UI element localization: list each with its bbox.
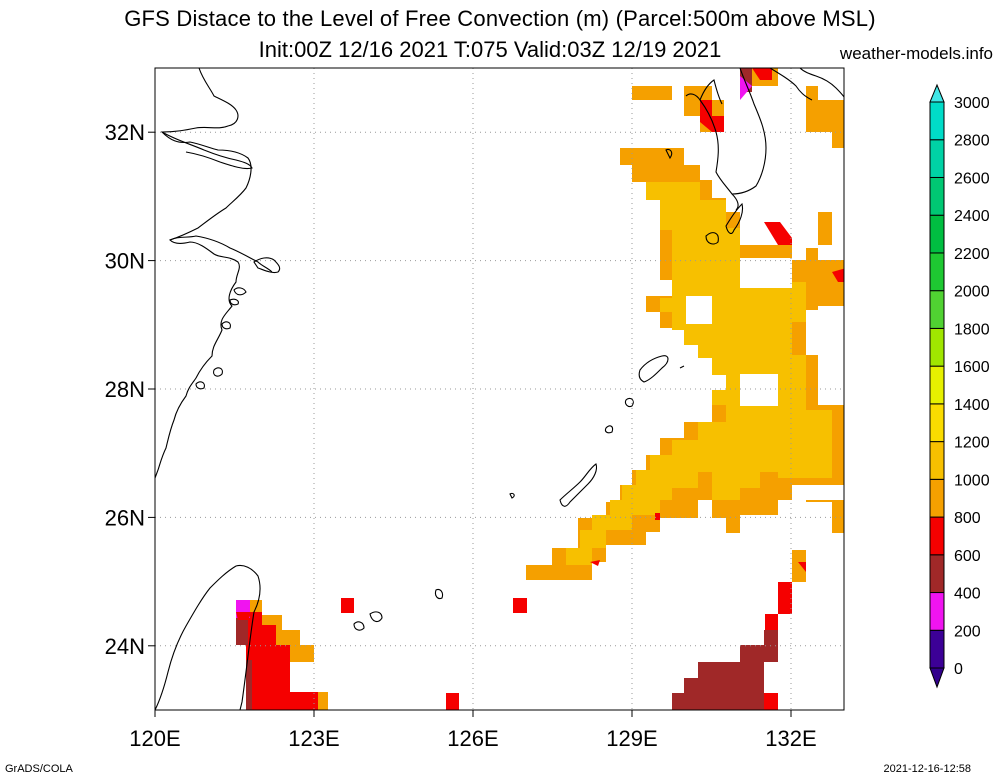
- field-cell: [672, 645, 778, 710]
- colorbar-segment: [929, 139, 945, 178]
- colorbar-label: 1400: [954, 397, 990, 414]
- colorbar-label: 2400: [954, 208, 990, 225]
- coastline-taiwan: [155, 564, 261, 710]
- field-cell: [246, 612, 318, 710]
- colorbar-segment: [929, 592, 945, 631]
- x-tick-label: 120E: [129, 726, 180, 751]
- coastline-okinawa: [509, 463, 598, 507]
- colorbar-label: 2600: [954, 170, 990, 187]
- colorbar-segment: [929, 176, 945, 216]
- y-tick-label: 24N: [105, 634, 145, 659]
- field-cell: [798, 562, 806, 572]
- colorbar-segment: [929, 252, 945, 292]
- colorbar-label: 2200: [954, 246, 990, 263]
- field-cell: [806, 86, 844, 148]
- colorbar-segment: [929, 478, 945, 518]
- colorbar-segment: [929, 403, 945, 443]
- coastline-amami: [604, 355, 685, 434]
- field-cell: [236, 612, 248, 645]
- colorbar-label: 400: [954, 586, 981, 603]
- credit-text: weather-models.info: [839, 44, 993, 63]
- colorbar-segment: [929, 101, 945, 141]
- coastline-china: [155, 68, 252, 479]
- field-cell: [655, 513, 660, 520]
- coastline-yangtze: [161, 131, 253, 170]
- field-cell: [446, 693, 459, 710]
- y-tick-label: 26N: [105, 505, 145, 530]
- coastline-hangzhou-bay: [169, 235, 273, 273]
- colorbar-label: 2000: [954, 284, 990, 301]
- field-cell: [818, 280, 844, 306]
- colorbar-over-arrow: [929, 83, 945, 103]
- colorbar-segment: [929, 290, 945, 329]
- map-axes: 120E 123E 126E 129E 132E 24N 26N 28N 30N 32N: [105, 120, 817, 751]
- footer-timestamp: 2021-12-16-12:58: [883, 763, 971, 775]
- colorbar-label: 1800: [954, 321, 990, 338]
- field-gap: [740, 374, 778, 406]
- field-cell: [341, 598, 354, 613]
- colorbar-label: 1200: [954, 435, 990, 452]
- colorbar-label: 800: [954, 510, 981, 527]
- field-cell: [513, 598, 527, 613]
- field-cell: [566, 182, 832, 565]
- colorbar-segment: [929, 327, 945, 367]
- field-cell: [764, 693, 778, 710]
- map-subtitle: Init:00Z 12/16 2021 T:075 Valid:03Z 12/1…: [258, 37, 722, 62]
- field-gap: [686, 296, 712, 324]
- colorbar-segment: [929, 629, 945, 669]
- field-cell: [818, 212, 832, 245]
- colorbar-under-arrow: [929, 667, 945, 689]
- coastline-islands-e-china: [195, 287, 247, 390]
- field-cell: [236, 612, 252, 620]
- y-tick-label: 30N: [105, 249, 145, 274]
- map-title: GFS Distace to the Level of Free Convect…: [124, 6, 876, 31]
- coastline-zhoushan: [253, 257, 281, 274]
- colorbar-label: 1000: [954, 472, 990, 489]
- map-grid: [155, 68, 844, 710]
- field-cell: [778, 582, 792, 614]
- colorbar-label: 0: [954, 661, 963, 678]
- colorbar-label: 2800: [954, 133, 990, 150]
- colorbar-segment: [929, 441, 945, 480]
- field-cell: [632, 86, 672, 100]
- field-cell: [590, 560, 600, 566]
- y-tick-label: 28N: [105, 377, 145, 402]
- colorbar: 0 200 400 600 800 1000 1200 1400 1600 1800 2000 220…: [929, 83, 990, 689]
- colorbar-label: 600: [954, 548, 981, 565]
- field-cell: [752, 68, 772, 80]
- x-tick-label: 126E: [447, 726, 498, 751]
- y-tick-label: 32N: [105, 120, 145, 145]
- field-cell: [764, 222, 792, 245]
- colorbar-label: 3000: [954, 95, 990, 112]
- colorbar-segment: [929, 214, 945, 254]
- x-tick-label: 123E: [288, 726, 339, 751]
- colorbar-segment: [929, 554, 945, 594]
- field-cell: [246, 660, 252, 710]
- coastlines: [155, 68, 844, 710]
- coastline-kyushu: [665, 68, 767, 245]
- coastline-yaeyama: [353, 588, 444, 631]
- colorbar-label: 200: [954, 623, 981, 640]
- colorbar-segment: [929, 516, 945, 556]
- field-cell: [740, 76, 752, 100]
- lfc-field-shading: [236, 68, 844, 710]
- x-tick-label: 132E: [765, 726, 816, 751]
- field-cell: [832, 268, 844, 282]
- colorbar-label: 1600: [954, 359, 990, 376]
- colorbar-segment: [929, 365, 945, 405]
- coastline-shikoku: [769, 68, 844, 101]
- footer-credit-grads: GrADS/COLA: [5, 763, 73, 775]
- x-tick-label: 129E: [606, 726, 657, 751]
- field-cell: [792, 550, 806, 582]
- field-gap: [740, 258, 792, 288]
